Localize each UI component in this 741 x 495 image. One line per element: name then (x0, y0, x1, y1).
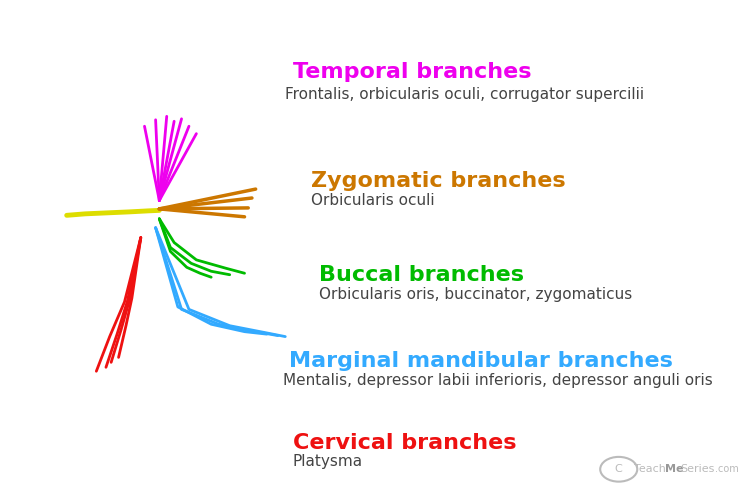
Text: .com: .com (715, 464, 739, 474)
Text: Marginal mandibular branches: Marginal mandibular branches (289, 351, 673, 371)
Text: Buccal branches: Buccal branches (319, 265, 524, 285)
Text: Orbicularis oculi: Orbicularis oculi (311, 193, 435, 208)
Text: Cervical branches: Cervical branches (293, 433, 516, 453)
Text: Mentalis, depressor labii inferioris, depressor anguli oris: Mentalis, depressor labii inferioris, de… (283, 373, 713, 388)
Text: Temporal branches: Temporal branches (293, 62, 531, 82)
Text: Teach: Teach (634, 464, 665, 474)
Text: Orbicularis oris, buccinator, zygomaticus: Orbicularis oris, buccinator, zygomaticu… (319, 287, 632, 302)
Text: Me: Me (665, 464, 683, 474)
Text: Frontalis, orbicularis oculi, corrugator supercilii: Frontalis, orbicularis oculi, corrugator… (285, 87, 645, 101)
Text: Series: Series (680, 464, 714, 474)
Text: C: C (615, 464, 622, 474)
Text: Zygomatic branches: Zygomatic branches (311, 171, 566, 191)
Text: Platysma: Platysma (293, 454, 363, 469)
